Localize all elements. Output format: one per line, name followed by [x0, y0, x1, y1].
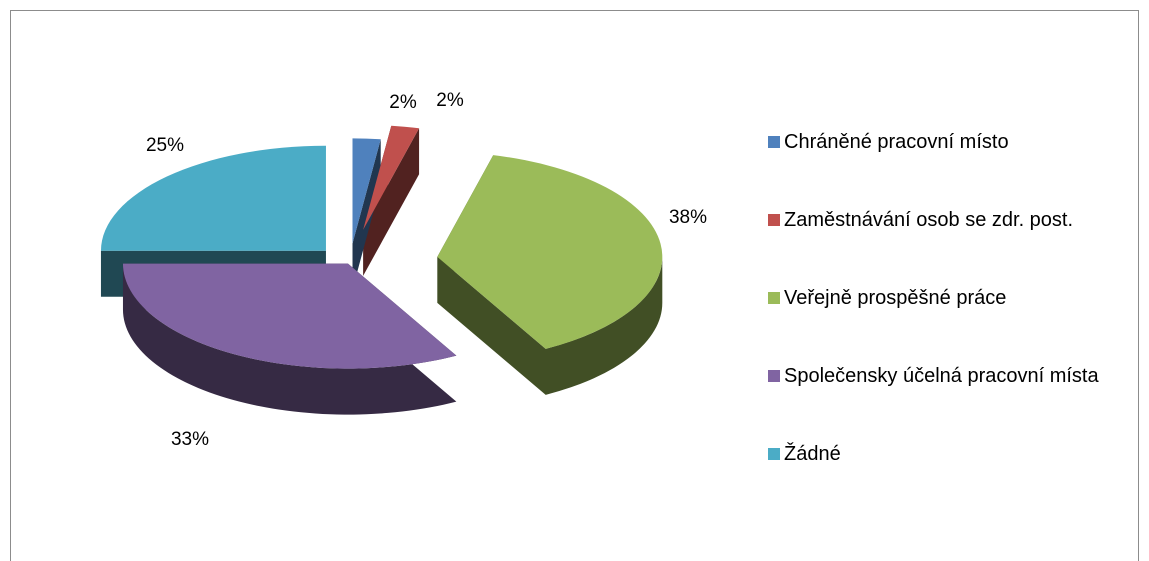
slice	[363, 125, 420, 230]
slice-side	[363, 125, 420, 276]
data-label: 33%	[171, 429, 209, 450]
legend-item: Společensky účelná pracovní místa	[768, 360, 1133, 392]
slice	[100, 145, 326, 251]
legend-item: Chráněné pracovní místo	[768, 126, 1133, 158]
data-label: 38%	[669, 207, 707, 228]
legend-swatch	[768, 292, 780, 304]
slice-side	[100, 145, 326, 297]
legend-label: Chráněné pracovní místo	[784, 131, 1009, 153]
data-label: 2%	[389, 92, 417, 113]
chart-border	[10, 10, 1139, 561]
slice-side	[437, 155, 663, 395]
legend-item: Zaměstnávání osob se zdr. post.	[768, 204, 1133, 236]
legend-label: Veřejně prospěšné práce	[784, 287, 1007, 309]
legend-swatch	[768, 448, 780, 460]
legend-label: Společensky účelná pracovní místa	[784, 365, 1099, 387]
legend-swatch	[768, 136, 780, 148]
data-label: 2%	[436, 90, 464, 111]
legend-item: Veřejně prospěšné práce	[768, 282, 1133, 314]
legend: Chráněné pracovní místo Zaměstnávání osob…	[768, 126, 1133, 470]
legend-swatch	[768, 214, 780, 226]
legend-label: Zaměstnávání osob se zdr. post.	[784, 209, 1074, 231]
slice	[352, 138, 381, 244]
legend-swatch	[768, 370, 780, 382]
legend-item: Žádné	[768, 438, 1133, 470]
slice	[122, 263, 457, 369]
slice	[437, 155, 663, 349]
slices	[100, 125, 663, 369]
legend-label: Žádné	[784, 443, 841, 465]
data-label: 25%	[146, 135, 184, 156]
slice-side	[352, 138, 381, 290]
